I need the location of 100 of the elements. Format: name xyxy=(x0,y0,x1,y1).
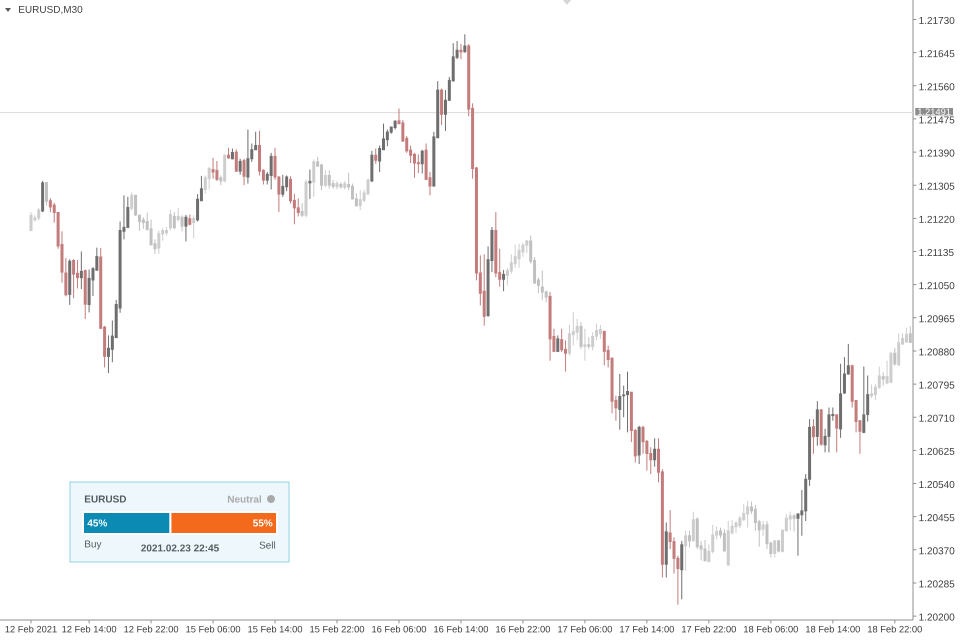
candlestick xyxy=(130,192,134,212)
x-tick-label: 15 Feb 06:00 xyxy=(186,626,240,632)
candlestick xyxy=(215,160,218,182)
candlestick xyxy=(518,243,521,268)
y-tick-label: 1.20370 xyxy=(919,547,954,554)
candlestick xyxy=(664,522,668,578)
x-tick-label: 17 Feb 14:00 xyxy=(620,626,674,632)
candlestick xyxy=(835,414,838,453)
candlestick xyxy=(68,258,72,306)
candlestick xyxy=(482,254,486,326)
candlestick xyxy=(827,406,830,453)
candlestick xyxy=(777,540,780,554)
candlestick xyxy=(339,182,342,190)
x-tick-label: 17 Feb 22:00 xyxy=(682,626,736,632)
candlestick xyxy=(157,230,160,254)
candlestick xyxy=(904,327,908,344)
candlestick xyxy=(172,212,176,230)
candlestick xyxy=(502,269,506,292)
candlestick xyxy=(88,268,91,313)
series-label: Sell xyxy=(260,541,276,549)
candlestick xyxy=(300,202,304,218)
candlestick xyxy=(223,154,226,183)
candlestick xyxy=(324,170,327,188)
candlestick xyxy=(84,268,87,320)
x-tick-label: 15 Feb 14:00 xyxy=(248,626,302,632)
chart-title: EURUSD,M30 xyxy=(19,6,82,14)
ref-line-label: 1.21491 xyxy=(918,108,951,115)
y-tick-label: 1.20795 xyxy=(919,382,954,389)
y-tick-label: 1.20625 xyxy=(919,448,954,455)
candlestick xyxy=(893,347,896,366)
y-tick-label: 1.20455 xyxy=(919,514,954,522)
candlestick xyxy=(80,251,83,290)
y-tick-label: 1.21390 xyxy=(919,150,954,157)
candlestick xyxy=(525,239,528,254)
x-tick-label: 12 Feb 22:00 xyxy=(124,626,178,632)
candlestick xyxy=(208,166,211,190)
candlestick xyxy=(692,511,695,542)
y-tick-label: 1.20965 xyxy=(919,315,954,322)
candlestick xyxy=(580,322,583,350)
candlestick xyxy=(176,207,180,222)
candlestick xyxy=(688,530,692,548)
candlestick xyxy=(638,425,641,465)
candlestick xyxy=(870,384,874,399)
candlestick xyxy=(556,334,560,353)
candlestick xyxy=(463,34,466,54)
candlestick xyxy=(358,190,362,211)
candlestick xyxy=(839,363,842,438)
candlestick xyxy=(583,328,586,362)
candlestick xyxy=(653,438,656,468)
candlestick xyxy=(246,128,250,184)
y-tick-label: 1.20285 xyxy=(919,580,954,588)
candlestick xyxy=(304,178,308,218)
candlestick xyxy=(602,330,606,366)
candlestick xyxy=(343,180,346,190)
candlestick xyxy=(548,292,552,362)
candlestick xyxy=(897,332,900,366)
y-tick-label: 1.21560 xyxy=(919,83,954,90)
x-tick-label: 15 Feb 22:00 xyxy=(310,626,364,632)
x-tick-label: 18 Feb 22:00 xyxy=(868,626,922,632)
candlestick xyxy=(180,214,184,232)
x-tick-label: 18 Feb 14:00 xyxy=(806,626,860,632)
candlestick xyxy=(142,216,145,230)
x-tick-label: 16 Feb 14:00 xyxy=(434,626,488,632)
candlestick xyxy=(908,326,912,344)
x-tick-label: 17 Feb 06:00 xyxy=(558,626,612,632)
candlestick xyxy=(227,147,230,160)
data-label: 45% xyxy=(87,519,108,527)
candlestick xyxy=(680,540,684,600)
candlestick xyxy=(792,513,796,532)
candlestick xyxy=(540,270,544,300)
y-tick-label: 1.21050 xyxy=(919,282,954,290)
candlestick xyxy=(734,520,738,534)
candlestick xyxy=(370,150,374,183)
candlestick xyxy=(762,520,765,536)
candlestick xyxy=(64,258,68,297)
annotation: 2021.02.23 22:45 xyxy=(141,544,219,552)
candlestick xyxy=(416,154,420,174)
x-tick-label: 12 Feb 14:00 xyxy=(62,626,116,632)
candlestick xyxy=(212,157,215,180)
y-tick-label: 1.20540 xyxy=(919,480,954,488)
candlestick xyxy=(812,418,815,454)
candlestick xyxy=(598,324,602,340)
candlestick xyxy=(726,520,730,566)
y-tick-label: 1.21220 xyxy=(919,216,954,223)
y-tick-label: 1.21730 xyxy=(919,16,954,24)
candlestick xyxy=(704,540,706,562)
candlestick xyxy=(72,258,76,299)
candlestick xyxy=(41,180,44,213)
chart-title: EURUSD xyxy=(84,495,126,503)
candlestick xyxy=(459,44,462,60)
x-tick-label: 16 Feb 06:00 xyxy=(372,626,426,632)
candlestick xyxy=(420,149,424,174)
candlestick xyxy=(882,372,885,386)
candlestick xyxy=(816,400,819,446)
candlestick xyxy=(219,174,222,186)
candlestick xyxy=(626,371,630,433)
candlestick xyxy=(328,170,331,190)
series-label: Buy xyxy=(85,540,102,550)
candlestick xyxy=(230,148,234,160)
y-tick-label: 1.21305 xyxy=(919,182,954,190)
